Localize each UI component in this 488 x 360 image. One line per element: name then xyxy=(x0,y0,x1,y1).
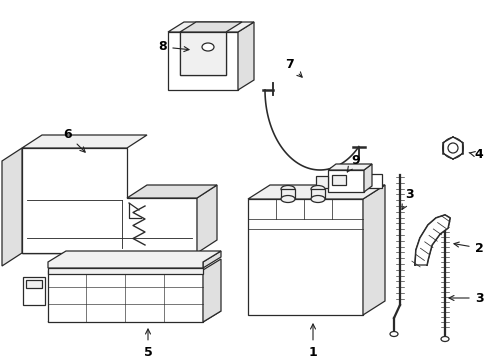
Polygon shape xyxy=(127,185,217,198)
Bar xyxy=(180,32,225,75)
Polygon shape xyxy=(2,148,22,266)
Polygon shape xyxy=(414,215,449,265)
Polygon shape xyxy=(168,22,253,32)
Text: 2: 2 xyxy=(453,242,482,255)
Text: 4: 4 xyxy=(468,148,482,162)
Polygon shape xyxy=(362,185,384,315)
Bar xyxy=(327,170,363,192)
Text: 9: 9 xyxy=(346,153,360,172)
Text: 7: 7 xyxy=(285,58,302,77)
Polygon shape xyxy=(363,164,371,192)
Polygon shape xyxy=(247,185,384,199)
Text: 6: 6 xyxy=(63,129,85,152)
Polygon shape xyxy=(203,251,221,268)
Ellipse shape xyxy=(281,195,294,202)
Bar xyxy=(247,199,362,315)
Ellipse shape xyxy=(310,185,325,193)
Bar xyxy=(26,280,42,288)
Polygon shape xyxy=(327,164,371,170)
Text: 5: 5 xyxy=(143,329,152,359)
Polygon shape xyxy=(203,259,221,322)
Text: 1: 1 xyxy=(308,324,317,359)
Bar xyxy=(315,176,327,188)
Bar xyxy=(281,189,294,199)
Bar xyxy=(48,270,203,322)
Polygon shape xyxy=(180,22,242,32)
Ellipse shape xyxy=(202,43,214,51)
Polygon shape xyxy=(238,22,253,90)
Polygon shape xyxy=(197,185,217,253)
Text: 3: 3 xyxy=(448,292,482,305)
Polygon shape xyxy=(48,311,221,322)
Ellipse shape xyxy=(389,332,397,337)
Ellipse shape xyxy=(440,337,448,342)
Bar xyxy=(331,175,346,185)
Bar xyxy=(48,268,203,274)
Bar xyxy=(310,189,325,199)
Ellipse shape xyxy=(281,185,294,193)
Circle shape xyxy=(447,143,457,153)
Polygon shape xyxy=(22,148,197,253)
Text: 8: 8 xyxy=(159,40,188,54)
Polygon shape xyxy=(443,137,462,159)
Bar xyxy=(23,277,45,305)
Ellipse shape xyxy=(310,195,325,202)
Polygon shape xyxy=(48,251,221,268)
Bar xyxy=(363,174,381,188)
Text: 3: 3 xyxy=(401,189,413,210)
Polygon shape xyxy=(22,135,147,148)
Polygon shape xyxy=(168,32,238,90)
